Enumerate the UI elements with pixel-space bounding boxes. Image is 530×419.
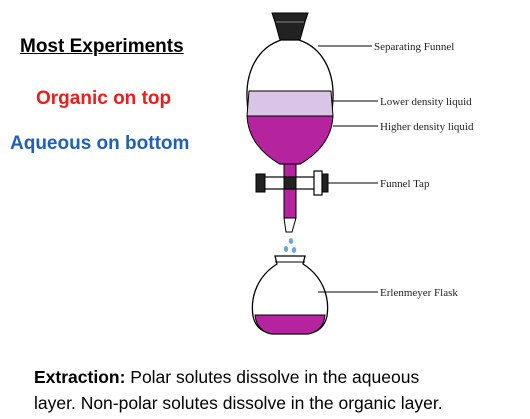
- caption-line1: Polar solutes dissolve in the aqueous: [125, 367, 420, 387]
- organic-on-top-text: Organic on top: [36, 88, 172, 109]
- label-higher-density: Higher density liquid: [380, 121, 474, 133]
- funnel-stopper: [271, 12, 309, 41]
- caption-term: Extraction:: [34, 367, 126, 387]
- label-lower-density: Lower density liquid: [380, 96, 472, 108]
- aqueous-on-bottom-text: Aqueous on bottom: [10, 133, 190, 154]
- flask-liquid: [254, 314, 326, 335]
- liquid-drops: [283, 238, 297, 253]
- label-separating-funnel: Separating Funnel: [374, 41, 454, 53]
- label-erlenmeyer-flask: Erlenmeyer Flask: [380, 287, 458, 299]
- funnel-tap: [255, 170, 329, 196]
- higher-density-layer: [246, 115, 334, 165]
- heading-most-experiments: Most Experiments: [20, 36, 184, 57]
- stem-tip: [283, 217, 297, 233]
- separatory-funnel-diagram: Separating Funnel Lower density liquid H…: [246, 12, 474, 335]
- lower-density-layer: [246, 90, 334, 117]
- caption-line2: layer. Non-polar solutes dissolve in the…: [34, 393, 443, 413]
- extraction-caption: Extraction: Polar solutes dissolve in th…: [34, 364, 530, 416]
- label-funnel-tap: Funnel Tap: [380, 178, 430, 190]
- funnel-stem: [283, 163, 297, 219]
